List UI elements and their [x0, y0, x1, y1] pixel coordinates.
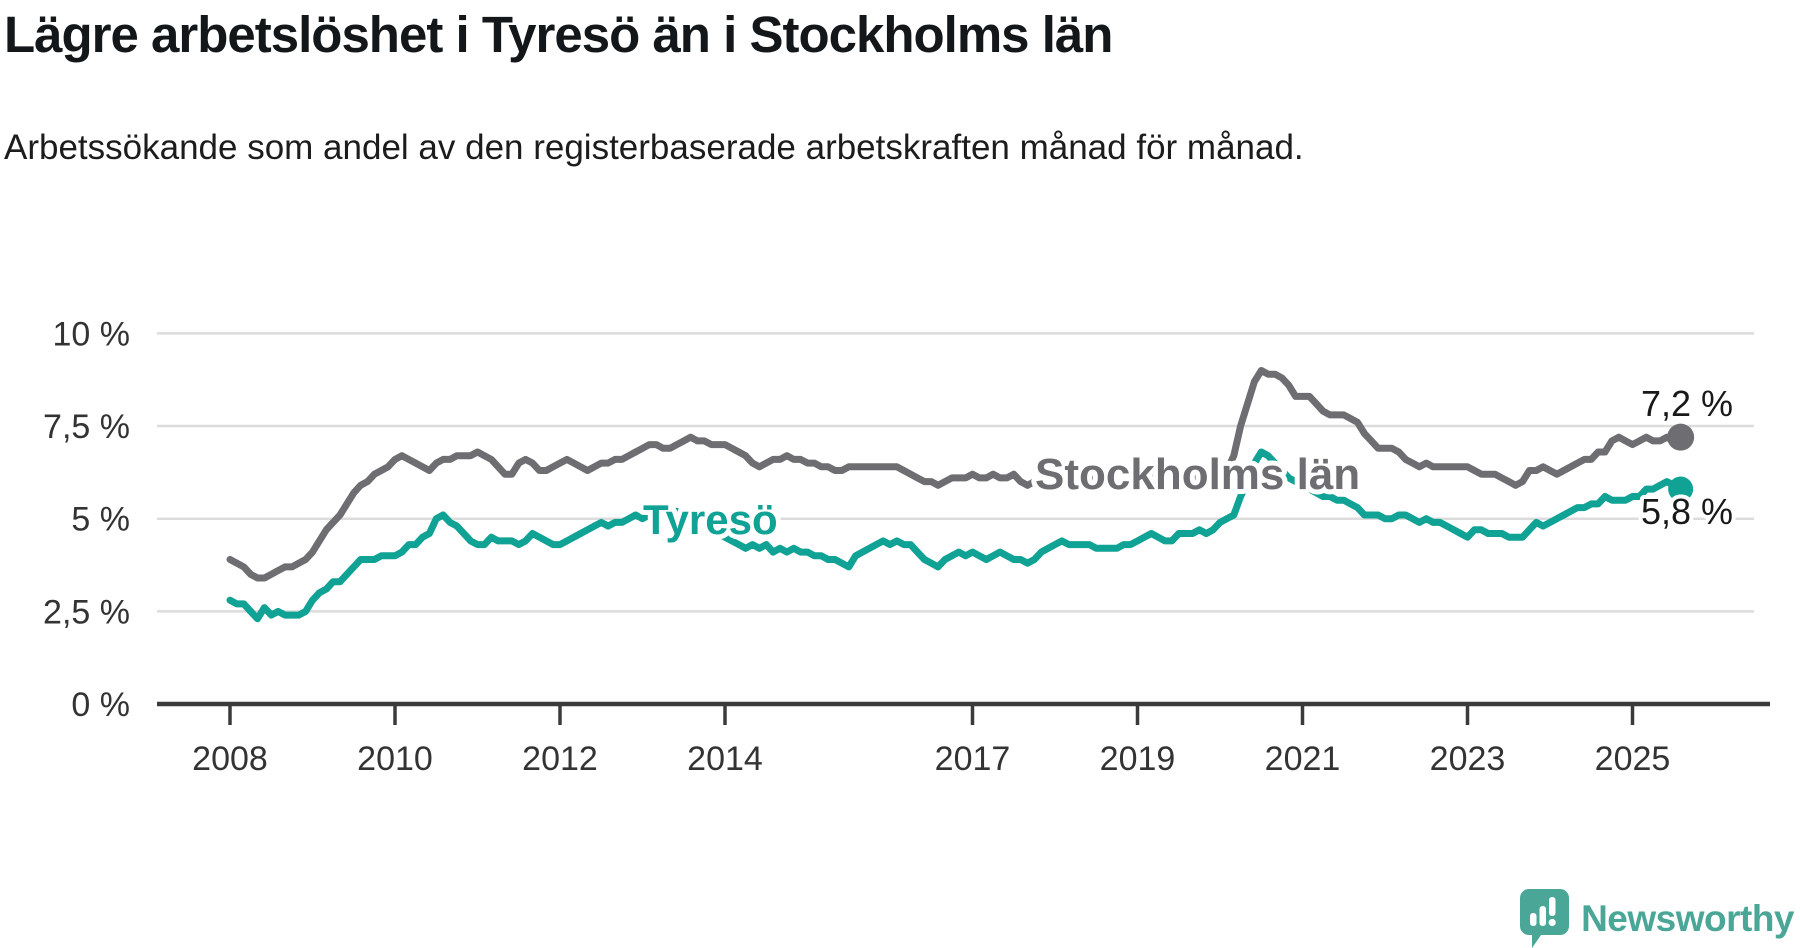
y-tick-label: 7,5 % [43, 408, 130, 446]
bar-tall [1539, 906, 1547, 926]
y-tick-label: 2,5 % [43, 593, 130, 631]
x-tick-label-2010: 2010 [357, 740, 433, 778]
x-tick-label-2021: 2021 [1265, 740, 1341, 778]
x-tick-label-2019: 2019 [1100, 740, 1176, 778]
chart-subtitle: Arbetssökande som andel av den registerb… [4, 128, 1304, 167]
end-value-label-stockholms-lan: 7,2 % [1641, 383, 1733, 424]
y-tick-label: 5 % [71, 501, 130, 539]
exclamation-dot [1548, 918, 1556, 927]
chart-header: Lägre arbetslöshet i Tyresö än i Stockho… [4, 2, 1784, 68]
newsworthy-logo-icon [1520, 889, 1570, 948]
x-tick-label-2017: 2017 [935, 740, 1011, 778]
y-tick-label: 0 % [71, 686, 130, 724]
x-tick-label-2023: 2023 [1430, 740, 1506, 778]
end-dot-stockholms-lan [1667, 423, 1695, 451]
series-line-tyreso [226, 448, 1685, 623]
exclamation-bar [1549, 897, 1556, 916]
x-tick-label-2025: 2025 [1595, 740, 1671, 778]
end-dot-tyreso [1668, 476, 1694, 502]
series-label-stockholms-lan: Stockholms län [1035, 450, 1360, 499]
page-title: Lägre arbetslöshet i Tyresö än i Stockho… [4, 6, 1113, 63]
bar-small [1530, 913, 1537, 926]
x-tick-label-2014: 2014 [687, 740, 763, 778]
newsworthy-logo-text: Newsworthy [1581, 897, 1794, 939]
x-tick-label-2008: 2008 [192, 740, 268, 778]
newsworthy-logo: Newsworthy [1520, 889, 1794, 948]
series-line-stockholms-lan [226, 367, 1685, 582]
x-tick-label-2012: 2012 [522, 740, 598, 778]
y-tick-label: 10 % [53, 315, 131, 353]
end-value-label-tyreso: 5,8 % [1641, 491, 1733, 532]
series-label-tyreso: Tyresö [643, 496, 778, 543]
